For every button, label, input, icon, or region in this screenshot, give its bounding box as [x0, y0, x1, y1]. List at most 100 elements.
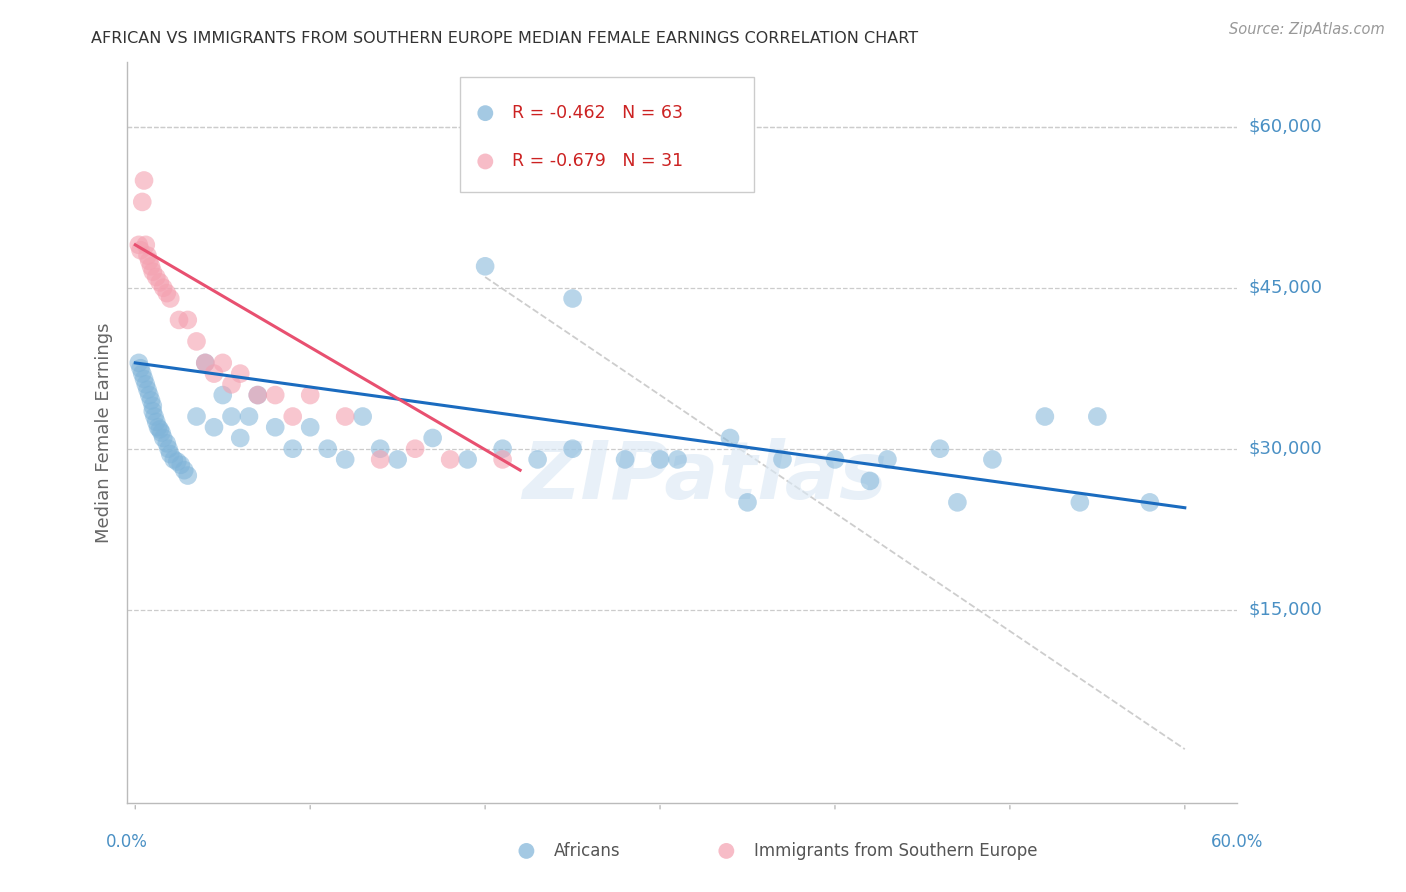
Point: [211, 356, 233, 370]
Point: [689, 764, 711, 778]
Point: [139, 393, 162, 408]
Point: [142, 399, 165, 413]
Point: [404, 442, 426, 456]
Point: [131, 194, 153, 209]
Point: [221, 377, 243, 392]
Point: [128, 237, 150, 252]
Point: [136, 383, 159, 397]
Point: [177, 468, 200, 483]
Point: [229, 431, 252, 445]
Text: ZIPatlas: ZIPatlas: [522, 438, 887, 516]
Point: [142, 404, 165, 418]
Point: [186, 409, 208, 424]
Point: [139, 260, 162, 274]
Point: [229, 367, 252, 381]
Point: [264, 420, 287, 434]
Point: [666, 452, 689, 467]
Point: [246, 388, 269, 402]
Point: [221, 409, 243, 424]
Point: [152, 431, 174, 445]
Point: [167, 313, 190, 327]
Point: [1085, 409, 1108, 424]
Point: [166, 454, 188, 468]
Point: [526, 452, 548, 467]
Text: Africans: Africans: [554, 842, 621, 860]
Text: R = -0.679   N = 31: R = -0.679 N = 31: [512, 153, 683, 170]
Point: [173, 463, 195, 477]
Point: [352, 409, 374, 424]
Point: [202, 367, 225, 381]
Y-axis label: Median Female Earnings: Median Female Earnings: [94, 322, 112, 543]
Point: [1069, 764, 1091, 778]
Point: [614, 452, 637, 467]
Point: [859, 474, 882, 488]
Point: [929, 442, 952, 456]
Point: [246, 388, 269, 402]
Point: [157, 442, 180, 456]
Point: [159, 292, 181, 306]
Point: [132, 173, 155, 187]
Point: [156, 286, 179, 301]
Text: R = -0.462   N = 63: R = -0.462 N = 63: [512, 104, 683, 122]
Point: [132, 372, 155, 386]
Point: [194, 356, 217, 370]
Point: [474, 260, 496, 274]
Point: [335, 409, 357, 424]
Text: $60,000: $60,000: [1249, 118, 1322, 136]
FancyBboxPatch shape: [460, 78, 754, 192]
Point: [1069, 495, 1091, 509]
Text: AFRICAN VS IMMIGRANTS FROM SOUTHERN EUROPE MEDIAN FEMALE EARNINGS CORRELATION CH: AFRICAN VS IMMIGRANTS FROM SOUTHERN EURO…: [91, 31, 918, 46]
Point: [648, 452, 671, 467]
Point: [457, 452, 479, 467]
Point: [163, 452, 186, 467]
Point: [981, 452, 1004, 467]
Point: [135, 377, 157, 392]
Point: [772, 452, 794, 467]
Point: [264, 388, 287, 402]
Point: [368, 442, 391, 456]
Point: [149, 276, 172, 290]
Point: [138, 254, 160, 268]
Point: [946, 495, 969, 509]
Point: [561, 292, 583, 306]
Point: [131, 367, 153, 381]
Point: [422, 431, 444, 445]
Point: [128, 356, 150, 370]
Point: [146, 420, 169, 434]
Text: 0.0%: 0.0%: [105, 833, 148, 851]
Point: [135, 237, 157, 252]
Text: Source: ZipAtlas.com: Source: ZipAtlas.com: [1229, 22, 1385, 37]
Text: 60.0%: 60.0%: [1211, 833, 1264, 851]
Point: [138, 388, 160, 402]
Text: $45,000: $45,000: [1249, 279, 1323, 297]
Point: [211, 388, 233, 402]
Point: [186, 334, 208, 349]
Point: [335, 452, 357, 467]
Point: [129, 244, 152, 258]
Point: [143, 409, 166, 424]
Point: [202, 420, 225, 434]
Point: [238, 409, 260, 424]
Point: [170, 458, 193, 472]
Point: [299, 420, 322, 434]
Point: [737, 495, 759, 509]
Point: [299, 388, 322, 402]
Point: [145, 270, 167, 285]
Point: [439, 452, 461, 467]
Point: [281, 442, 304, 456]
Point: [1033, 409, 1056, 424]
Point: [156, 436, 179, 450]
Point: [316, 442, 339, 456]
Point: [150, 425, 173, 440]
Point: [824, 452, 846, 467]
Text: Immigrants from Southern Europe: Immigrants from Southern Europe: [754, 842, 1038, 860]
Point: [149, 422, 172, 436]
Text: $15,000: $15,000: [1249, 600, 1322, 619]
Point: [561, 442, 583, 456]
Point: [152, 281, 174, 295]
Point: [159, 447, 181, 461]
Point: [387, 452, 409, 467]
Point: [194, 356, 217, 370]
Point: [718, 431, 741, 445]
Point: [491, 442, 513, 456]
